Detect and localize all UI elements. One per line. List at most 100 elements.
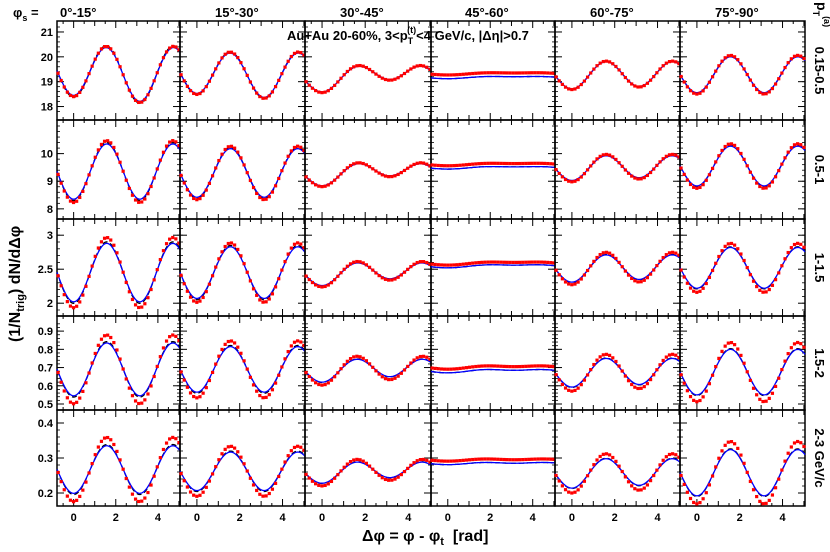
data-point	[461, 163, 465, 167]
data-point	[527, 364, 531, 368]
data-point	[633, 487, 637, 491]
row-label: 1-1.5	[812, 253, 827, 283]
data-point	[304, 175, 308, 179]
data-point	[792, 54, 797, 58]
panel-frame	[679, 409, 806, 507]
data-point	[214, 362, 218, 366]
data-point	[192, 299, 196, 303]
data-point	[608, 353, 612, 357]
data-point	[127, 186, 131, 191]
data-point	[71, 402, 76, 406]
data-point	[177, 241, 181, 245]
data-point	[102, 139, 107, 143]
data-point	[146, 93, 150, 97]
panel-frame	[679, 218, 806, 317]
data-point	[361, 356, 365, 360]
data-point	[326, 381, 330, 385]
data-point	[442, 459, 447, 463]
y-axis-label-pre: (1/N	[7, 312, 24, 342]
data-point	[511, 260, 515, 264]
data-point	[514, 71, 519, 75]
data-point	[652, 373, 656, 377]
data-point	[109, 438, 113, 442]
data-point	[489, 457, 494, 461]
data-point	[554, 75, 558, 79]
data-point	[486, 457, 490, 461]
data-point	[595, 458, 599, 462]
data-point	[557, 171, 561, 176]
x-tick-label: 2	[362, 512, 368, 524]
data-point	[677, 355, 681, 360]
data-point	[96, 343, 100, 347]
data-point	[748, 378, 752, 382]
data-point	[446, 263, 450, 267]
data-point	[280, 467, 284, 471]
data-point	[489, 260, 494, 264]
data-point	[161, 447, 166, 452]
data-point	[302, 53, 306, 57]
data-point	[342, 465, 346, 469]
data-point	[677, 253, 681, 257]
data-point	[695, 502, 699, 506]
data-point	[695, 400, 699, 404]
data-point	[786, 352, 790, 356]
data-point	[655, 468, 659, 472]
data-point	[415, 260, 419, 265]
data-point	[292, 242, 297, 246]
data-point	[573, 179, 577, 183]
data-point	[433, 366, 437, 371]
data-point	[90, 64, 94, 68]
data-point	[720, 449, 724, 453]
data-point	[767, 498, 771, 502]
data-point	[164, 441, 169, 445]
data-point	[539, 260, 544, 264]
data-point	[563, 386, 568, 390]
y-tick-label: 0.9	[38, 326, 53, 338]
data-point	[636, 177, 640, 181]
data-point	[62, 85, 66, 89]
data-point	[152, 474, 156, 478]
data-point	[446, 164, 450, 168]
data-point	[236, 247, 240, 252]
data-point	[374, 271, 378, 275]
data-point	[345, 264, 349, 268]
data-point	[717, 254, 721, 259]
data-point	[546, 364, 550, 368]
panel	[554, 315, 681, 411]
data-point	[589, 264, 593, 268]
data-point	[582, 479, 587, 483]
data-point	[630, 484, 634, 488]
data-point	[505, 458, 509, 462]
data-point	[255, 389, 259, 393]
data-point	[204, 85, 208, 89]
data-point	[579, 383, 583, 387]
data-point	[480, 71, 484, 75]
data-point	[425, 260, 429, 265]
data-point	[204, 290, 208, 294]
data-point	[707, 173, 712, 177]
data-point	[567, 87, 571, 91]
data-point	[121, 270, 125, 274]
data-point	[458, 366, 462, 371]
data-point	[152, 374, 156, 379]
data-point	[521, 260, 525, 264]
data-point	[59, 78, 63, 83]
data-point	[688, 182, 693, 187]
data-point	[258, 393, 262, 398]
data-point	[364, 65, 369, 70]
data-point	[601, 452, 605, 456]
data-point	[658, 363, 662, 367]
data-point	[467, 365, 472, 369]
data-point	[739, 453, 743, 457]
data-point	[352, 162, 356, 166]
data-point	[714, 465, 718, 469]
data-point	[402, 368, 407, 372]
data-point	[355, 161, 359, 165]
data-point	[192, 196, 196, 201]
data-point	[412, 358, 416, 362]
data-point	[406, 166, 410, 170]
data-point	[433, 72, 437, 77]
data-point	[748, 273, 752, 277]
data-point	[339, 469, 343, 473]
data-point	[661, 157, 665, 161]
